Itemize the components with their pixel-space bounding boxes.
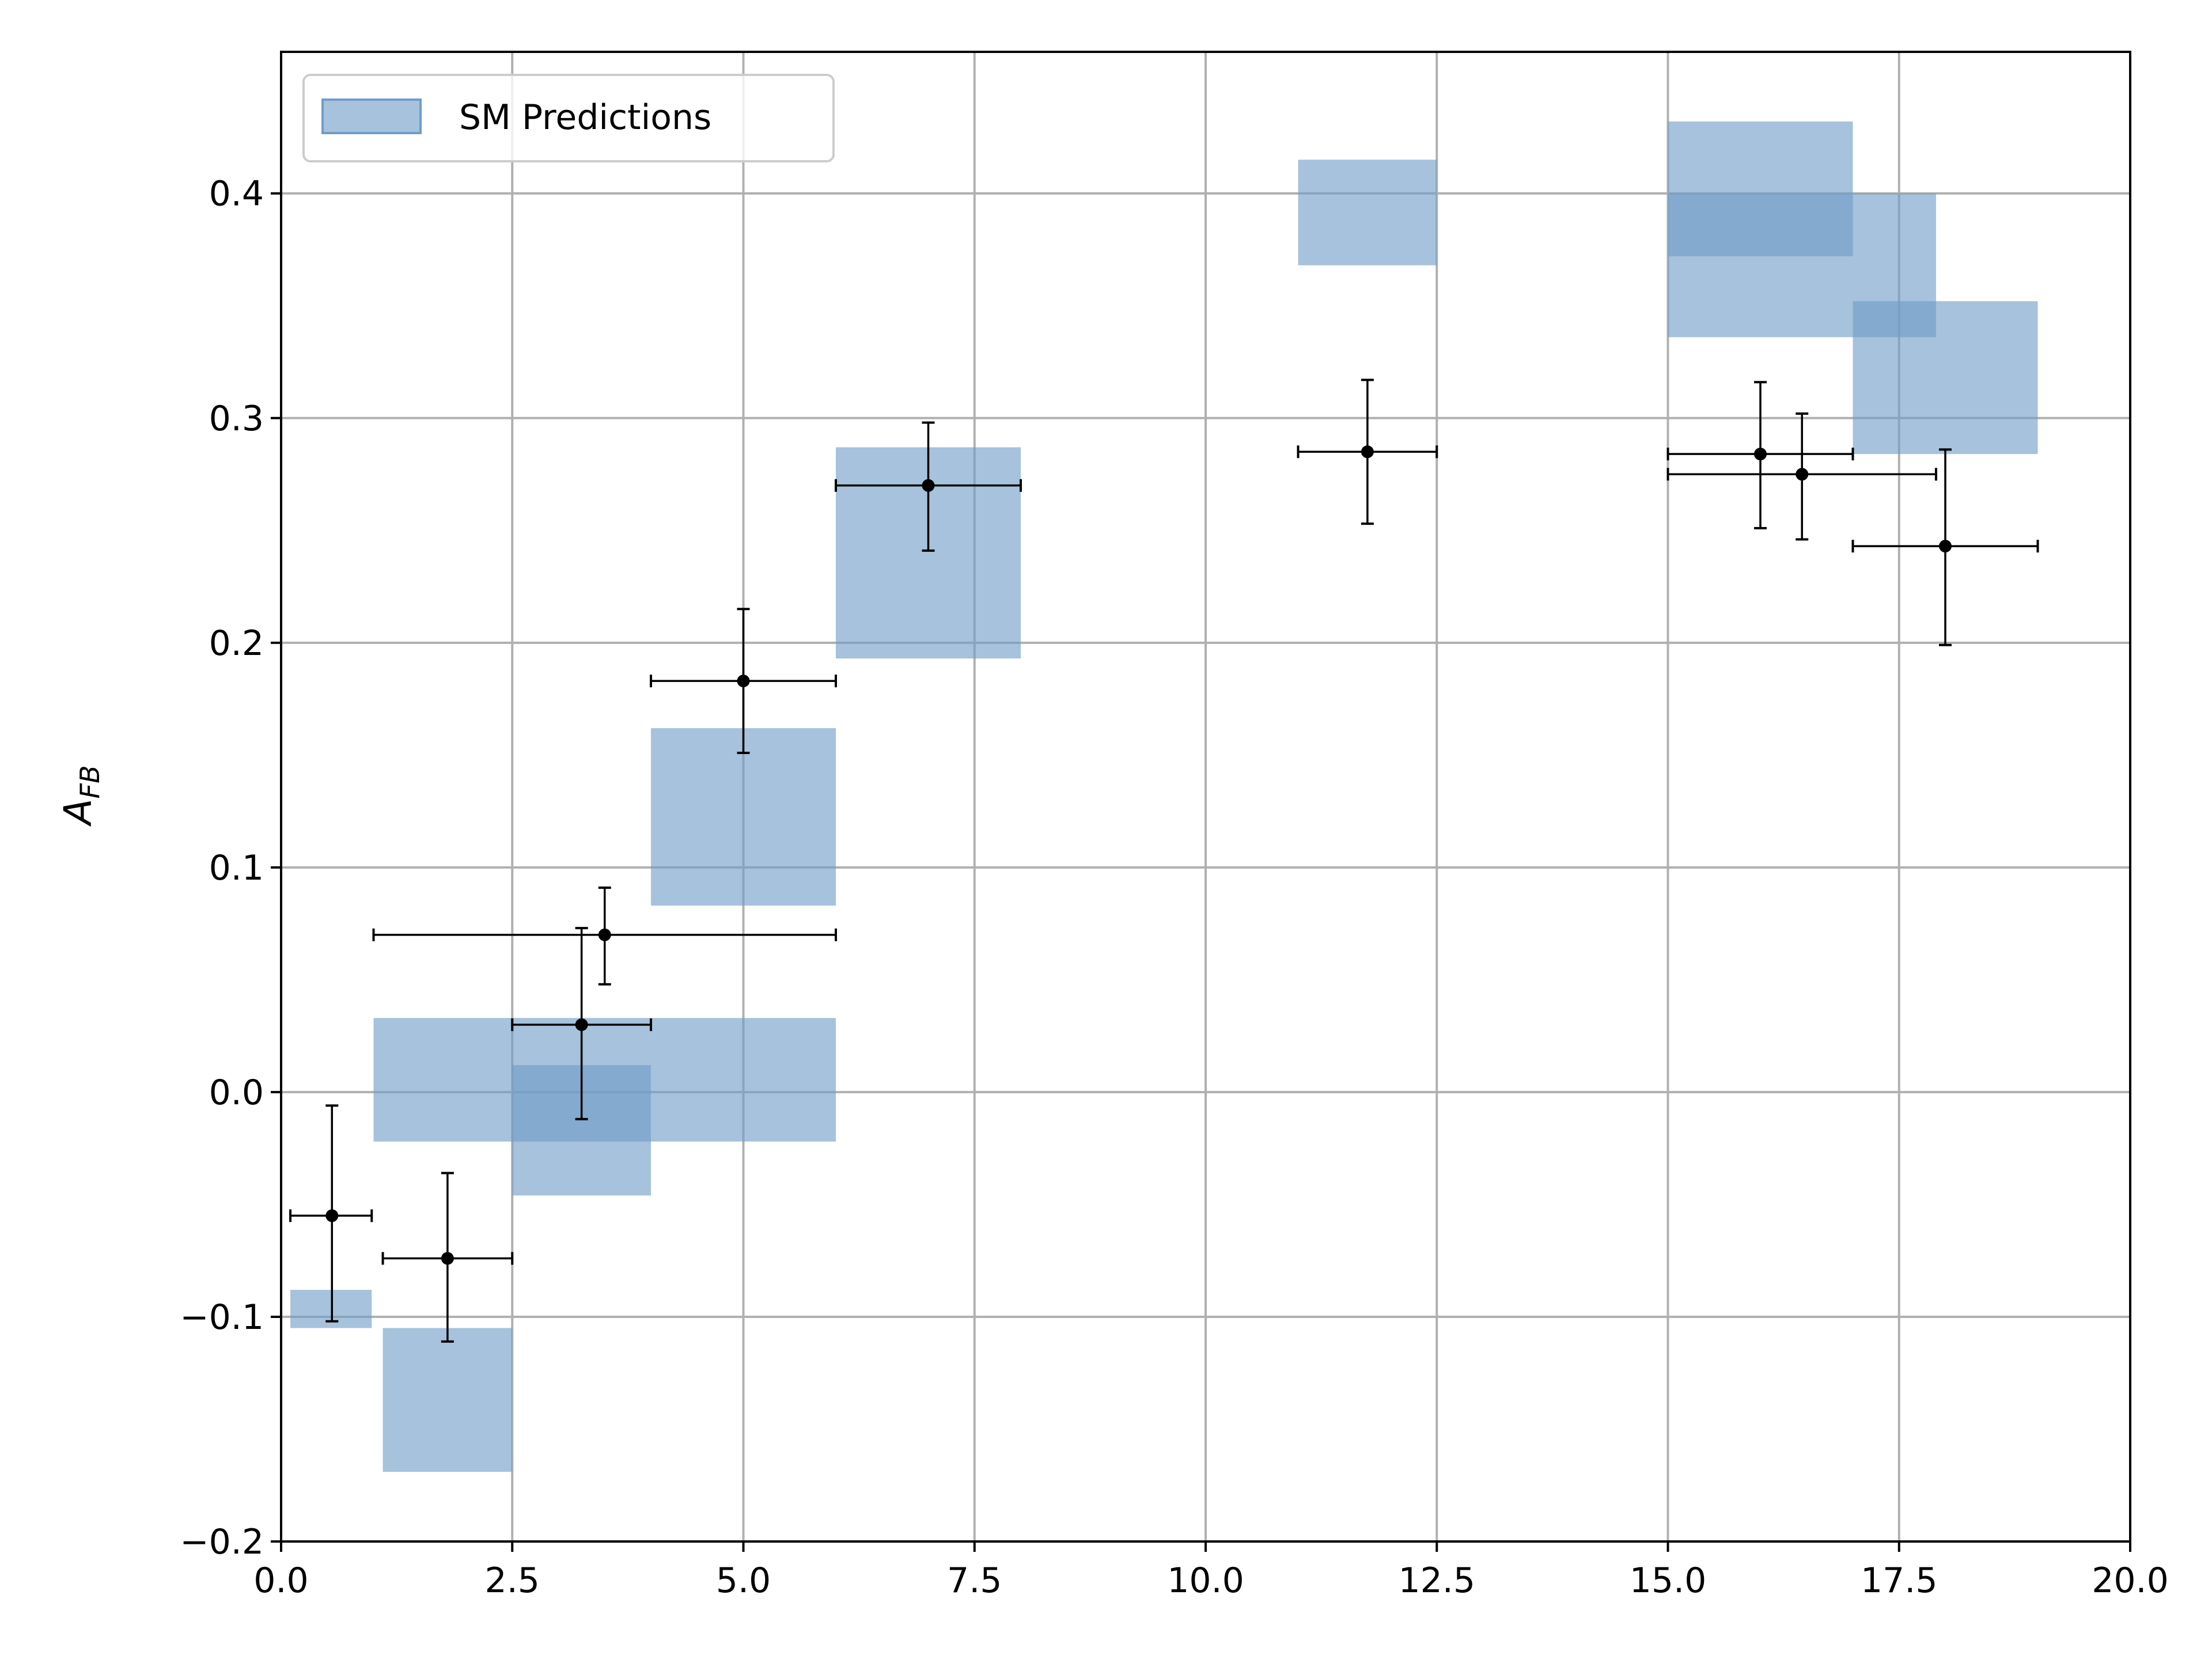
x-tick-label: 10.0 [1167,1560,1244,1601]
y-axis-label: AFB [56,765,105,827]
data-marker [1361,445,1374,459]
x-tick-label: 7.5 [947,1560,1002,1601]
data-marker [922,479,935,492]
data-marker [1939,540,1952,553]
sm-prediction-band [1853,301,2038,454]
data-point [650,608,837,754]
y-axis-label-main: A [56,798,100,827]
x-tick-label: 15.0 [1630,1560,1707,1601]
sm-prediction-band [651,728,836,906]
data-point [1666,412,1937,541]
y-tick-label: 0.3 [209,399,264,439]
x-tick-label: 12.5 [1398,1560,1475,1601]
data-point [1851,448,2039,646]
y-tick-label: −0.1 [180,1297,264,1338]
x-tick-label: 2.5 [485,1560,540,1601]
y-tick-label: 0.2 [209,623,264,664]
sm-prediction-band [1298,160,1437,266]
legend-swatch [321,99,422,134]
legend-label: SM Predictions [459,97,711,138]
data-marker [598,928,611,941]
y-tick-label: 0.0 [209,1073,264,1113]
data-point [1666,381,1854,529]
x-tick-label: 20.0 [2092,1560,2169,1601]
x-axis: 0.0 2.5 5.0 7.5 10.0 12.5 15.0 17.5 20.0 [253,1541,2169,1601]
data-points [289,378,2039,1343]
y-tick-label: −0.2 [180,1522,264,1562]
legend: SM Predictions [302,74,835,162]
data-marker [1754,448,1767,461]
data-point [289,1104,373,1323]
data-marker [325,1209,339,1222]
data-point [511,927,652,1120]
y-axis-label-subscript: FB [74,765,105,798]
sm-prediction-bands [290,121,2038,1472]
y-tick-label: 0.4 [209,174,264,214]
data-point [835,421,1022,552]
x-tick-label: 17.5 [1861,1560,1938,1601]
legend-box [302,74,835,162]
y-axis: −0.2 −0.1 0.0 0.1 0.2 0.3 0.4 [180,174,281,1562]
y-tick-label: 0.1 [209,848,264,888]
data-marker [737,675,750,688]
sm-prediction-band [382,1328,513,1472]
data-point [372,886,837,986]
data-marker [1796,468,1809,481]
x-tick-label: 5.0 [716,1560,771,1601]
x-tick-label: 0.0 [253,1560,308,1601]
data-marker [575,1018,588,1031]
data-point [381,1172,514,1343]
data-marker [441,1252,454,1265]
data-point [1297,378,1438,525]
